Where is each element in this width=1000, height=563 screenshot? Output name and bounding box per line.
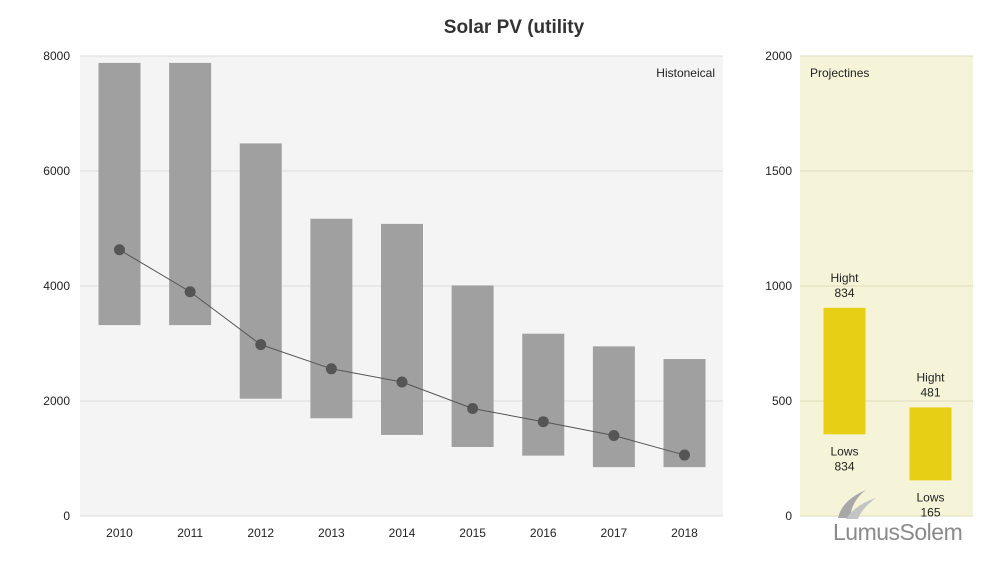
data-point [467,402,479,414]
historical-panel-label: Histoneical [656,66,715,80]
y-tick-label: 0 [63,509,70,523]
range-bar [381,223,423,435]
data-point [608,430,620,441]
chart-title: Solar PV (utility [444,17,585,38]
range-bar [239,143,282,399]
high-label: 834 [834,286,854,300]
y-tick-label: 4000 [43,279,70,293]
data-point [537,416,549,428]
range-bar [310,218,353,419]
x-tick-label: 2014 [389,526,416,540]
y-tick-label: 2000 [765,49,792,63]
logo-text: LumusSolem [833,519,962,545]
x-tick-label: 2016 [530,526,557,540]
low-label: Lows [916,490,944,504]
data-point [114,244,125,256]
data-point [184,286,196,298]
data-point [325,363,337,375]
logo-swoosh-icon [838,490,866,518]
projections-panel-label: Projectines [810,66,869,80]
y-tick-label: 500 [772,394,792,408]
high-label: 481 [920,385,940,399]
range-bar [451,285,494,447]
range-bar [663,359,706,468]
low-label: Lows [830,444,858,458]
projection-bar [823,307,866,435]
x-tick-label: 2010 [106,526,133,540]
historical-panel: 0 2000 4000 6000 8000 2010 2011 2012 2013 2014 20… [43,49,723,540]
low-label: 834 [834,459,854,473]
x-tick-label: 2018 [671,526,698,540]
x-tick-label: 2017 [601,526,628,540]
range-bar [592,346,635,468]
brand-logo: LumusSolem [833,490,963,545]
y-tick-label: 1500 [765,164,792,178]
y-tick-label: 0 [785,509,792,523]
data-point [679,449,690,461]
x-tick-label: 2015 [459,526,486,540]
high-label: Hight [916,370,945,384]
low-label: 165 [920,505,940,519]
y-tick-label: 2000 [43,394,70,408]
y-tick-label: 1000 [765,279,792,293]
range-bar [169,62,212,326]
x-tick-label: 2012 [247,526,274,540]
data-point [396,376,408,388]
data-point [255,339,267,351]
x-tick-label: 2013 [318,526,345,540]
range-bar [98,62,141,326]
y-tick-label: 8000 [43,49,70,63]
logo-swoosh-icon-2 [846,498,876,519]
projection-bar [909,407,952,481]
x-tick-label: 2011 [177,526,203,540]
range-bar [522,333,565,456]
high-label: Hight [830,271,859,285]
y-tick-label: 6000 [43,164,70,178]
